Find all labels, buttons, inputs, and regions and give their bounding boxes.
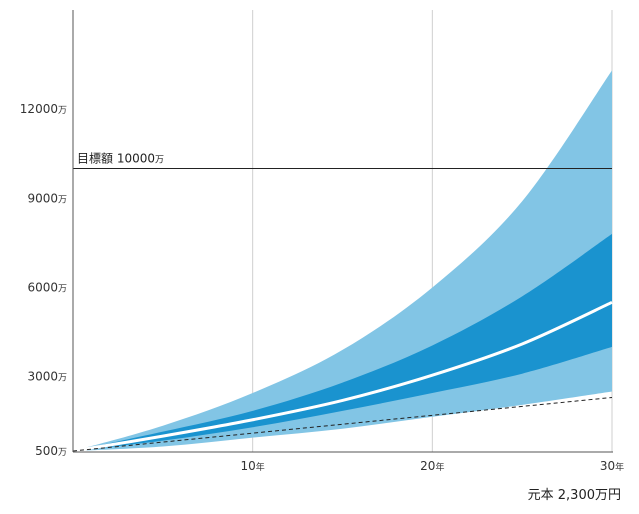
x-tick-label: 10年 <box>241 459 265 473</box>
y-tick-label: 500万 <box>35 444 67 458</box>
principal-line <box>72 396 613 452</box>
inner-confidence-band <box>73 233 612 451</box>
x-tick-label: 20年 <box>420 459 444 473</box>
principal-label: 元本 2,300万円 <box>527 488 621 503</box>
x-axis-ticks: 10年 20年 30年 <box>241 459 625 473</box>
y-tick-label: 12000万 <box>20 102 67 116</box>
y-tick-label: 9000万 <box>27 191 67 205</box>
target-label: 目標額 10000万 <box>77 152 164 166</box>
median-line <box>72 300 613 453</box>
y-tick-label: 6000万 <box>27 280 67 294</box>
x-tick-label: 30年 <box>600 459 624 473</box>
y-tick-label: 3000万 <box>27 370 67 384</box>
y-axis-ticks: 500万 3000万 6000万 9000万 12000万 <box>20 102 67 458</box>
